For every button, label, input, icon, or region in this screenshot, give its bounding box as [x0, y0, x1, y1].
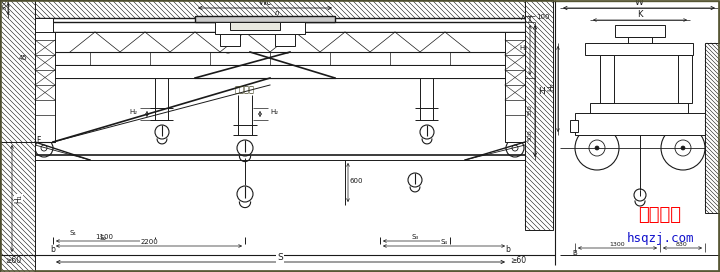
Bar [35, 32, 55, 142]
Text: K: K [637, 10, 643, 19]
Bar [215, 22, 305, 34]
Text: 100: 100 [536, 14, 549, 20]
Text: 830: 830 [676, 242, 688, 247]
Text: 45: 45 [19, 55, 28, 61]
Text: 600: 600 [350, 178, 364, 184]
Circle shape [681, 146, 685, 150]
Circle shape [595, 146, 599, 150]
Bar [35, 18, 53, 103]
Text: H: H [538, 86, 545, 95]
Text: S: S [277, 253, 283, 262]
Bar [615, 25, 665, 37]
Bar [53, 32, 525, 52]
Bar [705, 43, 720, 213]
Text: 1100: 1100 [95, 234, 113, 240]
Bar [678, 55, 692, 103]
Text: 2200: 2200 [140, 239, 158, 245]
Text: 300: 300 [2, 0, 7, 10]
Text: b: b [50, 245, 55, 254]
Bar [275, 34, 295, 46]
Text: ≥60: ≥60 [510, 256, 526, 265]
Text: F: F [36, 136, 40, 145]
Bar [575, 113, 717, 135]
Bar [585, 43, 693, 55]
Bar [505, 32, 525, 142]
Text: n: n [275, 10, 279, 16]
Bar [600, 55, 614, 103]
Text: W: W [634, 0, 644, 7]
Text: ≥60: ≥60 [5, 256, 21, 265]
Bar [570, 120, 578, 132]
Text: H₂: H₂ [547, 82, 556, 91]
Text: S₄: S₄ [441, 239, 448, 245]
Bar [53, 65, 525, 78]
Text: 500: 500 [528, 129, 533, 141]
Text: S₃: S₃ [411, 234, 418, 240]
Text: 上起鸿升: 上起鸿升 [639, 206, 682, 224]
Bar [628, 37, 652, 43]
Text: B: B [572, 250, 577, 256]
Text: S₁: S₁ [70, 230, 77, 236]
Bar [195, 16, 335, 22]
Bar [590, 103, 688, 113]
Text: H₂: H₂ [519, 45, 527, 51]
Bar [525, 0, 553, 230]
Text: 大车轨距: 大车轨距 [235, 85, 255, 94]
Bar [35, 0, 525, 18]
Bar [0, 0, 35, 265]
Bar [230, 22, 280, 30]
Bar [220, 34, 240, 46]
Bar [718, 120, 720, 132]
Text: 350: 350 [528, 104, 533, 116]
Text: H₂: H₂ [270, 109, 278, 115]
Text: H₁: H₁ [14, 194, 23, 203]
Text: hsqzj.com: hsqzj.com [626, 232, 694, 245]
Text: A: A [521, 15, 526, 21]
Text: S₂: S₂ [100, 235, 107, 241]
Text: H₂: H₂ [129, 109, 137, 115]
Text: 1300: 1300 [609, 242, 625, 247]
Text: Wc: Wc [258, 0, 271, 7]
Bar [0, 142, 35, 272]
Text: b: b [505, 245, 510, 254]
